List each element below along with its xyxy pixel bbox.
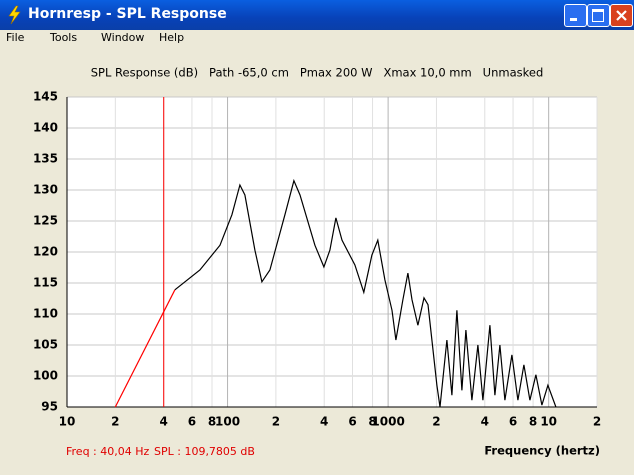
y-tick-label: 140 (33, 121, 58, 135)
y-tick-label: 110 (33, 307, 58, 321)
y-tick-label: 130 (33, 183, 58, 197)
chart-title: SPL Response (dB) Path -65,0 cm Pmax 200… (91, 66, 544, 80)
x-tick-label: 4 (320, 415, 328, 429)
y-tick-label: 95 (41, 400, 58, 414)
x-tick-label: 8 (208, 415, 216, 429)
y-tick-label: 115 (33, 276, 58, 290)
x-tick-label: 8 (368, 415, 376, 429)
menu-item[interactable]: Tools (50, 31, 78, 44)
menu-bar: File Tools Window Help (0, 30, 634, 46)
x-tick-label: 6 (188, 415, 196, 429)
y-tick-label: 105 (33, 338, 58, 352)
y-tick-label: 135 (33, 152, 58, 166)
menu-item[interactable]: Window (101, 31, 145, 44)
x-tick-label: 6 (348, 415, 356, 429)
menu-item[interactable]: File (6, 31, 25, 44)
x-tick-label: 10 (540, 415, 557, 429)
app-icon (8, 5, 21, 25)
freq-readout: Freq : 40,04 Hz (66, 445, 150, 458)
window-title: Hornresp - SPL Response (28, 6, 227, 22)
x-tick-label: 2 (432, 415, 440, 429)
y-tick-label: 120 (33, 245, 58, 259)
y-tick-label: 100 (33, 369, 58, 383)
y-tick-label: 125 (33, 214, 58, 228)
x-tick-label: 8 (529, 415, 537, 429)
x-tick-label: 2 (111, 415, 119, 429)
close-button[interactable] (610, 4, 633, 27)
x-tick-label: 10 (59, 415, 76, 429)
x-tick-label: 2 (593, 415, 601, 429)
y-tick-label: 145 (33, 90, 58, 104)
x-tick-label: 100 (215, 415, 240, 429)
x-tick-label: 4 (159, 415, 167, 429)
x-axis-label: Frequency (hertz) (484, 444, 600, 458)
spl-curve (114, 289, 176, 408)
x-tick-label: 2 (272, 415, 280, 429)
spl-readout: SPL : 109,7805 dB (154, 445, 255, 458)
x-tick-label: 1000 (371, 415, 404, 429)
menu-item[interactable]: Help (159, 31, 185, 44)
title-bar: Hornresp - SPL Response (0, 0, 634, 30)
maximize-button[interactable] (587, 4, 610, 27)
x-tick-label: 6 (509, 415, 517, 429)
spl-curve (174, 178, 557, 408)
minimize-button[interactable] (564, 4, 587, 27)
x-tick-label: 4 (481, 415, 489, 429)
